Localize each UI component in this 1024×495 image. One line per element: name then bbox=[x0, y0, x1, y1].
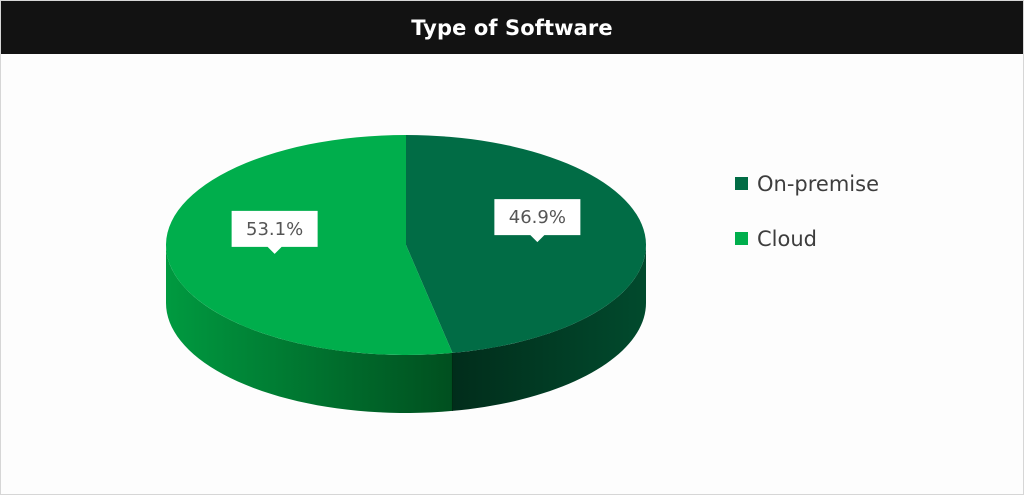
legend-swatch bbox=[735, 232, 748, 245]
chart-title: Type of Software bbox=[411, 15, 613, 40]
legend-label: Cloud bbox=[757, 227, 817, 251]
data-label-box bbox=[231, 210, 318, 254]
pie-side-cloud bbox=[166, 245, 453, 413]
legend-label: On-premise bbox=[757, 172, 879, 196]
data-label-value: 46.9% bbox=[509, 207, 566, 228]
data-label-cloud: 53.1% bbox=[231, 210, 318, 254]
pie-chart: 46.9% 53.1% On-premise Cloud bbox=[165, 135, 879, 413]
data-label-value: 53.1% bbox=[246, 219, 303, 240]
legend: On-premise Cloud bbox=[735, 172, 879, 251]
data-labels: 46.9% 53.1% bbox=[231, 199, 581, 254]
data-label-box bbox=[494, 199, 581, 243]
data-label-on-premise: 46.9% bbox=[494, 199, 581, 243]
pie-sides bbox=[166, 245, 646, 413]
pie-slice-on-premise bbox=[406, 135, 646, 353]
title-bar: Type of Software bbox=[1, 1, 1023, 54]
legend-swatch bbox=[735, 177, 748, 190]
legend-item-on-premise[interactable]: On-premise bbox=[735, 172, 879, 196]
pie-side-on-premise bbox=[452, 245, 646, 411]
legend-item-cloud[interactable]: Cloud bbox=[735, 227, 817, 251]
